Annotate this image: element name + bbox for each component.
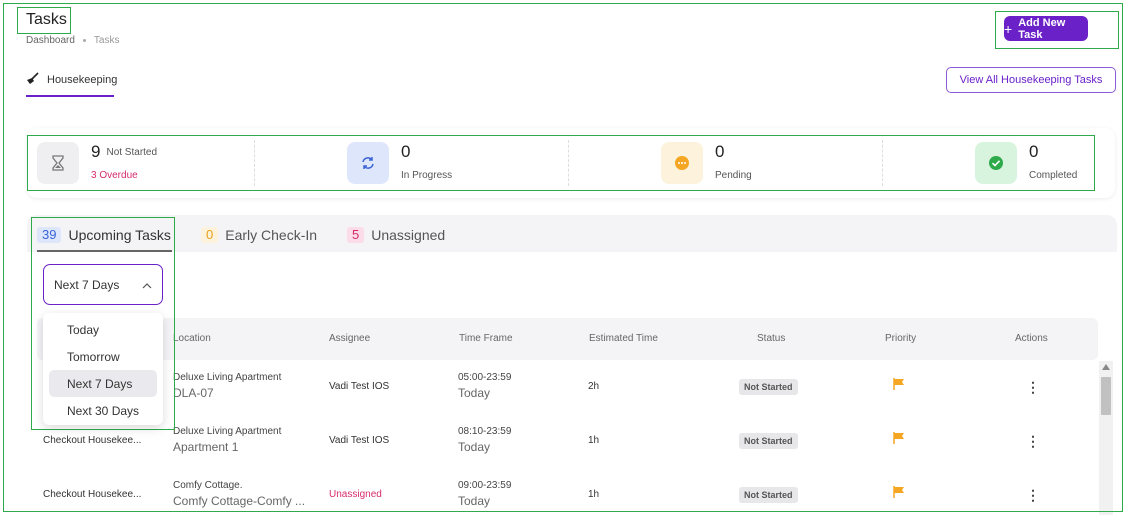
time-frame-cell: 09:00-23:59 Today: [458, 480, 511, 508]
time-day: Today: [458, 386, 491, 400]
location-cell: Comfy Cottage. Comfy Cottage-Comfy ...: [173, 480, 305, 508]
estimated-time: 1h: [588, 435, 600, 446]
view-all-housekeeping-button[interactable]: View All Housekeeping Tasks: [946, 67, 1116, 93]
scrollbar-thumb[interactable]: [1101, 377, 1111, 415]
assignee: Vadi Test IOS: [329, 381, 390, 392]
location-name: DLA-07: [173, 386, 214, 400]
stat-pending[interactable]: 0 Pending: [661, 142, 752, 184]
status-badge: Not Started: [739, 379, 798, 395]
tab-unassigned[interactable]: 5 Unassigned: [347, 227, 445, 243]
overdue-count: 3 Overdue: [91, 170, 138, 181]
early-check-in-count-badge: 0: [201, 227, 219, 243]
status-badge: Not Started: [739, 487, 798, 503]
divider: [568, 140, 569, 186]
column-header-priority[interactable]: Priority: [885, 333, 917, 344]
stat-in-progress[interactable]: 0 In Progress: [347, 142, 452, 184]
time-range: 05:00-23:59: [458, 372, 512, 383]
chevron-up-icon: [142, 278, 152, 292]
broom-icon: [26, 72, 39, 88]
tab-housekeeping-label: Housekeeping: [47, 74, 118, 86]
tab-early-check-in-label: Early Check-In: [225, 227, 318, 243]
column-header-actions: Actions: [1015, 333, 1048, 344]
flag-icon[interactable]: [893, 431, 905, 449]
unassigned-count-badge: 5: [347, 227, 365, 243]
time-day: Today: [458, 494, 491, 508]
task-name: Checkout Housekee...: [43, 435, 142, 446]
location-cell: Deluxe Living Apartment Apartment 1: [173, 426, 281, 454]
dropdown-option-next-30-days[interactable]: Next 30 Days: [67, 403, 140, 418]
plus-icon: +: [1004, 20, 1013, 37]
breadcrumb: Dashboard Tasks: [26, 35, 119, 46]
time-day: Today: [458, 440, 491, 454]
breadcrumb-separator: [82, 39, 86, 42]
breadcrumb-current: Tasks: [93, 35, 120, 46]
add-new-task-label: Add New Task: [1018, 16, 1066, 41]
tab-unassigned-label: Unassigned: [371, 227, 446, 243]
column-header-time-frame[interactable]: Time Frame: [459, 333, 513, 344]
tab-active-indicator: [26, 95, 114, 97]
add-new-task-button[interactable]: + Add New Task: [1004, 16, 1088, 41]
in-progress-count: 0: [401, 142, 411, 161]
column-header-location[interactable]: Location: [173, 333, 211, 344]
time-frame-cell: 08:10-23:59 Today: [458, 426, 511, 454]
tab-housekeeping[interactable]: Housekeeping: [26, 72, 117, 88]
column-header-assignee[interactable]: Assignee: [329, 333, 371, 344]
page-title: Tasks: [26, 11, 67, 28]
location-name: Apartment 1: [173, 440, 239, 454]
table-header: [37, 318, 1098, 360]
refresh-icon: [347, 142, 389, 184]
estimated-time: 2h: [588, 381, 600, 392]
column-header-status[interactable]: Status: [757, 333, 786, 344]
task-stats-card: 9 Not Started 3 Overdue 0 In Progress 0 …: [27, 128, 1115, 198]
dropdown-option-tomorrow[interactable]: Tomorrow: [67, 349, 120, 364]
in-progress-label: In Progress: [401, 170, 453, 181]
pending-label: Pending: [715, 170, 752, 181]
tab-upcoming-tasks[interactable]: 39 Upcoming Tasks: [37, 227, 171, 243]
location-name: Comfy Cottage-Comfy ...: [173, 494, 306, 508]
stat-completed[interactable]: 0 Completed: [975, 142, 1077, 184]
more-actions-icon[interactable]: ⋮: [1026, 379, 1040, 395]
not-started-label: Not Started: [106, 146, 158, 158]
table-scrollbar[interactable]: [1099, 361, 1113, 515]
tab-active-indicator: [37, 250, 172, 252]
more-actions-icon[interactable]: ⋮: [1026, 487, 1040, 503]
location-type: Deluxe Living Apartment: [173, 372, 282, 383]
date-range-dropdown: Today Tomorrow Next 7 Days Next 30 Days: [43, 313, 163, 425]
tasks-panel-body: [27, 252, 1117, 515]
pending-count: 0: [715, 142, 725, 161]
breadcrumb-dashboard[interactable]: Dashboard: [26, 35, 75, 46]
assignee-unassigned[interactable]: Unassigned: [329, 489, 382, 500]
location-type: Comfy Cottage.: [173, 480, 243, 491]
more-actions-icon[interactable]: ⋮: [1026, 433, 1040, 449]
pending-icon: [661, 142, 703, 184]
date-range-select[interactable]: Next 7 Days: [43, 264, 163, 305]
flag-icon[interactable]: [893, 377, 905, 395]
date-range-selected: Next 7 Days: [54, 277, 120, 292]
dropdown-option-today[interactable]: Today: [67, 322, 100, 337]
upcoming-count-badge: 39: [37, 227, 62, 243]
status-badge: Not Started: [739, 433, 798, 449]
assignee: Vadi Test IOS: [329, 435, 390, 446]
check-circle-icon: [975, 142, 1017, 184]
divider: [254, 140, 255, 186]
time-frame-cell: 05:00-23:59 Today: [458, 372, 511, 400]
divider: [882, 140, 883, 186]
not-started-count: 9: [91, 142, 101, 161]
completed-count: 0: [1029, 142, 1039, 161]
stat-not-started[interactable]: 9 Not Started 3 Overdue: [37, 142, 157, 184]
location-cell: Deluxe Living Apartment DLA-07: [173, 372, 281, 400]
flag-icon[interactable]: [893, 485, 905, 503]
time-range: 08:10-23:59: [458, 426, 512, 437]
column-header-estimated-time[interactable]: Estimated Time: [589, 333, 658, 344]
hourglass-icon: [37, 142, 79, 184]
completed-label: Completed: [1029, 170, 1078, 181]
dropdown-option-next-7-days[interactable]: Next 7 Days: [49, 370, 157, 397]
task-name: Checkout Housekee...: [43, 489, 142, 500]
location-type: Deluxe Living Apartment: [173, 426, 282, 437]
estimated-time: 1h: [588, 489, 600, 500]
scroll-up-icon[interactable]: [1102, 364, 1110, 370]
time-range: 09:00-23:59: [458, 480, 512, 491]
tab-upcoming-label: Upcoming Tasks: [68, 227, 171, 243]
tab-early-check-in[interactable]: 0 Early Check-In: [201, 227, 317, 243]
